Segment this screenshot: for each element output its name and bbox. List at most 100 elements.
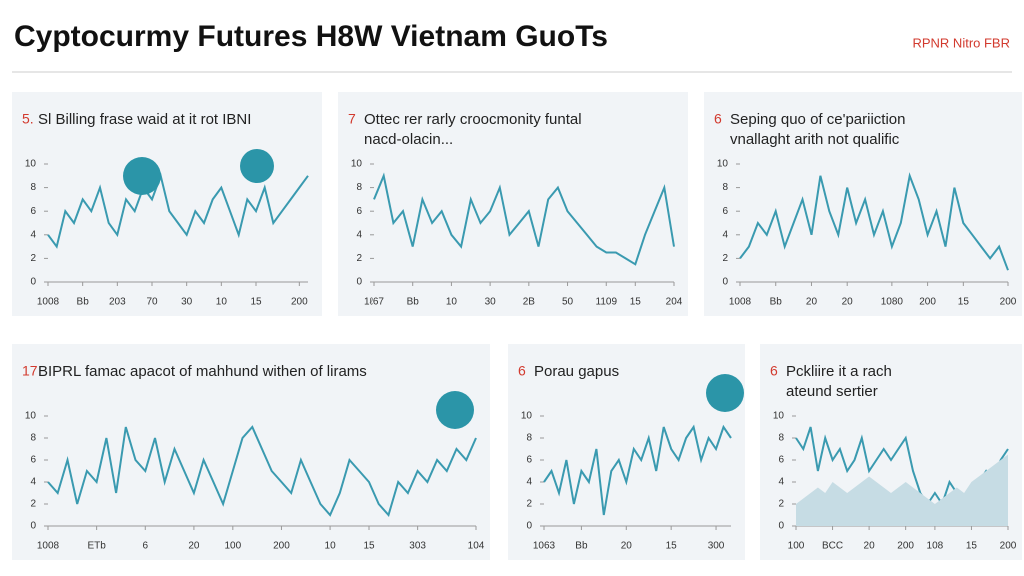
x-tick-label: 1008	[37, 297, 60, 308]
x-tick-label: 10	[216, 297, 228, 308]
x-tick-label: 200	[273, 541, 290, 552]
y-tick-label: 2	[30, 499, 36, 510]
y-tick-label: 2	[526, 499, 532, 510]
y-tick-label: 0	[30, 521, 36, 532]
x-tick-label: 10	[446, 297, 458, 308]
x-tick-label: 303	[409, 541, 426, 552]
panel-number: 6	[714, 111, 722, 127]
x-tick-label: 104	[468, 541, 485, 552]
x-tick-label: 1008	[729, 297, 752, 308]
icons	[123, 149, 744, 429]
x-tick-label: 1008	[37, 541, 60, 552]
panel-title: ateund sertier	[786, 383, 878, 400]
x-tick-label: 1063	[533, 541, 556, 552]
x-tick-label: 300	[708, 541, 725, 552]
x-tick-label: 15	[250, 297, 262, 308]
x-tick-label: 15	[363, 541, 375, 552]
x-tick-label: 15	[958, 297, 970, 308]
y-tick-label: 4	[778, 477, 784, 488]
x-tick-label: 10	[325, 541, 337, 552]
x-tick-label: 20	[621, 541, 633, 552]
panel-number: 6	[770, 363, 778, 379]
line	[47, 425, 477, 518]
y-tick-label: 0	[778, 521, 784, 532]
x-tick-label: 50	[562, 297, 574, 308]
y-tick-label: 2	[778, 499, 784, 510]
y-tick-label: 0	[526, 521, 532, 532]
x-tick-label: 204	[666, 297, 683, 308]
panel-title: Porau gapus	[534, 363, 619, 380]
x-tick-label: 15	[630, 297, 642, 308]
x-tick-label: 30	[485, 297, 497, 308]
x-tick-label: 20	[864, 541, 876, 552]
x-tick-label: 20	[842, 297, 854, 308]
x-tick-label: 70	[146, 297, 158, 308]
y-tick-label: 8	[30, 433, 36, 444]
x-tick-label: 20	[806, 297, 818, 308]
y-tick-label: 8	[526, 433, 532, 444]
y-tick-label: 4	[356, 229, 362, 240]
y-tick-label: 0	[722, 277, 728, 288]
panel	[12, 344, 490, 560]
line	[373, 172, 675, 266]
y-tick-label: 2	[722, 253, 728, 264]
y-tick-label: 4	[30, 229, 36, 240]
y-tick-label: 2	[356, 253, 362, 264]
panel-number: 17	[22, 363, 38, 379]
y-tick-label: 8	[778, 433, 784, 444]
panel-title: Sl Billing frase waid at it rot IBNI	[38, 111, 251, 128]
panel-title: nacd-olacin...	[364, 131, 453, 148]
y-tick-label: 6	[526, 455, 532, 466]
panel-number: 7	[348, 111, 356, 127]
y-tick-label: 8	[356, 182, 362, 193]
y-tick-label: 10	[717, 159, 729, 170]
x-tick-label: 15	[666, 541, 678, 552]
panel-title: Pckliire it a rach	[786, 363, 892, 380]
x-tick-label: 200	[1000, 297, 1017, 308]
x-tick-label: 100	[224, 541, 241, 552]
x-tick-label: 200	[1000, 541, 1017, 552]
y-tick-label: 2	[30, 253, 36, 264]
y-tick-label: 10	[521, 411, 533, 422]
panels: 5. Sl Billing frase waid at it rot IBNI 0 2…	[12, 92, 1022, 560]
y-tick-label: 0	[356, 277, 362, 288]
line	[47, 172, 309, 249]
panel-number: 6	[518, 363, 526, 379]
icon	[123, 157, 161, 195]
y-tick-label: 6	[722, 206, 728, 217]
y-tick-label: 4	[722, 229, 728, 240]
y-tick-label: 10	[25, 411, 37, 422]
x-tick-label: BCC	[822, 541, 843, 552]
x-tick-label: Bb	[407, 297, 420, 308]
panel-title: Otteс rer rarly croocmonity funtal	[364, 111, 582, 128]
x-tick-label: 6	[142, 541, 148, 552]
x-tick-label: 2B	[523, 297, 536, 308]
x-tick-label: 1109	[596, 297, 618, 308]
x-tick-label: 1ℓ67	[364, 297, 384, 308]
x-tick-label: Bb	[77, 297, 90, 308]
area	[796, 454, 1008, 526]
y-tick-label: 6	[778, 455, 784, 466]
panel-number: 5.	[22, 111, 34, 127]
line	[739, 172, 1009, 271]
y-tick-label: 8	[722, 182, 728, 193]
x-tick-label: ETb	[87, 541, 106, 552]
y-tick-label: 0	[30, 277, 36, 288]
y-tick-label: 6	[356, 206, 362, 217]
y-tick-label: 10	[773, 411, 785, 422]
icon	[436, 391, 474, 429]
panel	[338, 92, 688, 316]
y-tick-label: 4	[526, 477, 532, 488]
y-tick-label: 10	[25, 159, 37, 170]
page-title: Cyptocurmy Futures H8W Vietnam GuoTs	[14, 20, 608, 53]
x-tick-label: 200	[291, 297, 308, 308]
y-tick-label: 6	[30, 206, 36, 217]
y-tick-label: 10	[351, 159, 363, 170]
panel-title: vnallaght arith not qualific	[730, 131, 900, 148]
badge: RPNR Nitro FBR	[912, 35, 1010, 50]
y-tick-label: 4	[30, 477, 36, 488]
x-tick-label: 203	[109, 297, 126, 308]
x-tick-label: 200	[897, 541, 914, 552]
x-tick-label: 100	[788, 541, 805, 552]
